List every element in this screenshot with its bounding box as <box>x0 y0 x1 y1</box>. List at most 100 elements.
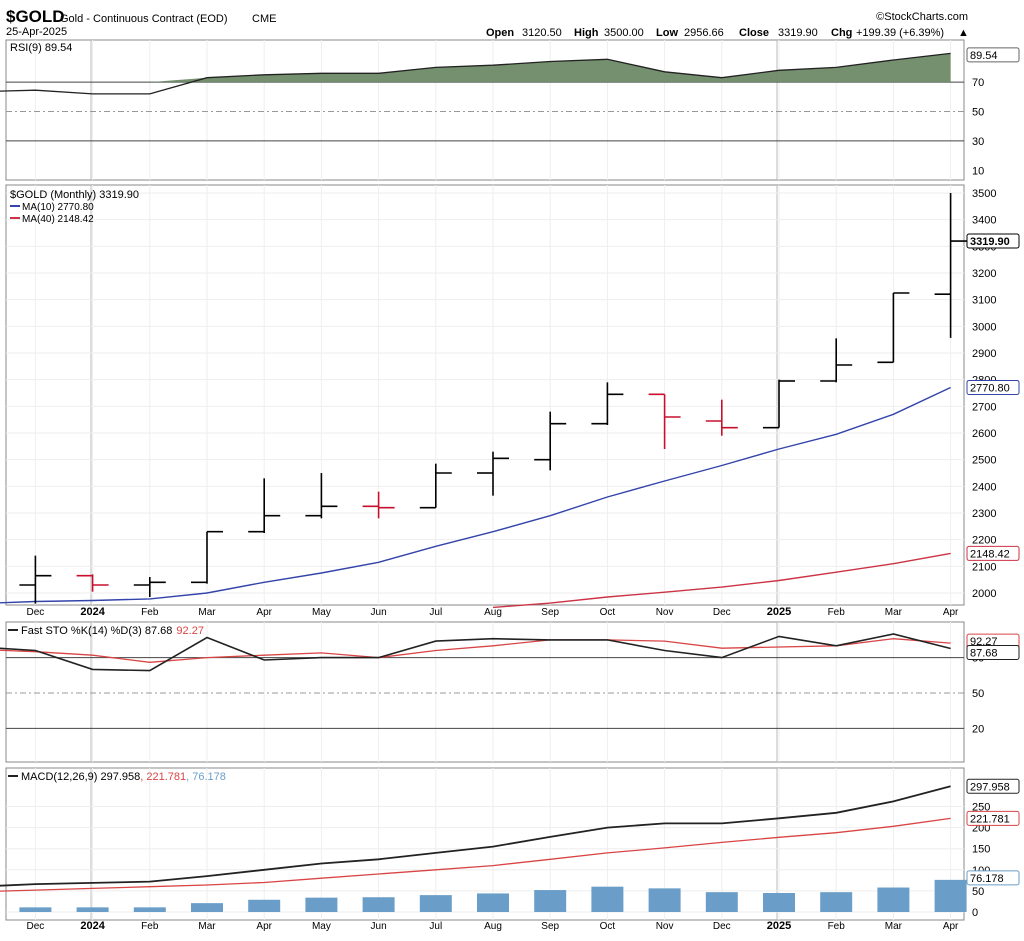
macd-histogram-bar <box>248 899 281 912</box>
ohlc-bar <box>534 411 567 471</box>
month-label: Aug <box>484 921 502 932</box>
macd-panel-frame <box>5 767 965 921</box>
signal-value-label: 221.781 <box>966 810 1020 826</box>
sto-k-legend-value: 87.68 <box>145 625 173 637</box>
macd-value-label-text: 297.958 <box>970 781 1010 793</box>
ohlc-bar <box>591 382 624 425</box>
macd-histogram-bar <box>705 892 738 912</box>
price-tick-label: 2900 <box>972 348 996 360</box>
signal-value-label-box <box>966 810 1020 826</box>
month-label: May <box>312 921 331 932</box>
macd-histogram-bar <box>419 895 452 912</box>
sto-panel-frame <box>5 621 965 763</box>
ohlc-bar <box>19 555 52 604</box>
ohlc-bar <box>763 379 795 429</box>
symbol-title: $GOLD <box>6 7 65 26</box>
month-label: Oct <box>600 921 616 932</box>
high-label: High <box>574 27 599 39</box>
month-label: Feb <box>141 921 159 932</box>
hist-value-label-text: 76.178 <box>970 873 1004 885</box>
ohlc-bar <box>648 393 681 449</box>
low-label: Low <box>656 27 678 39</box>
macd-legend-prefix: MACD(12,26,9) <box>21 771 100 783</box>
signal-legend-value: 221.781 <box>146 771 186 783</box>
ohlc-bar <box>419 463 452 509</box>
rsi-value-label: 89.54 <box>966 47 1020 63</box>
date-label: 25-Apr-2025 <box>6 26 67 38</box>
sto-k-value-label-box <box>966 645 1020 661</box>
ma40-value-label: 2148.42 <box>966 545 1020 561</box>
ohlc-bar <box>248 478 281 533</box>
rsi-tick-label: 70 <box>972 77 984 89</box>
macd-histogram-bar <box>934 879 967 912</box>
signal-value-label-text: 221.781 <box>970 813 1010 825</box>
month-label: Apr <box>256 921 272 932</box>
month-label: Apr <box>943 921 959 932</box>
month-label: Dec <box>27 607 45 618</box>
ohlc-bar <box>877 292 910 364</box>
macd-layer <box>0 785 967 913</box>
header-arrow-icon: ▲ <box>958 27 969 39</box>
ohlc-bar <box>820 338 853 383</box>
sto-k-value-label-text: 87.68 <box>970 648 998 660</box>
rsi-overbought-fill <box>0 53 951 83</box>
ohlc-bar <box>934 193 967 338</box>
price-legend: $GOLD (Monthly) 3319.90 MA(10) 2770.80 M… <box>10 189 139 225</box>
ma10-value-label: 2770.80 <box>966 379 1020 395</box>
month-label: Apr <box>943 607 959 618</box>
macd-signal-line <box>0 817 951 892</box>
rsi-legend: RSI(9) 89.54 <box>10 42 72 54</box>
ohlc-bar <box>362 491 395 519</box>
month-label: Feb <box>828 921 846 932</box>
sto-legend-prefix: Fast STO %K(14) %D(3) <box>21 625 145 637</box>
price-tick-label: 2300 <box>972 508 996 520</box>
sto-legend-text: Fast STO %K(14) %D(3) 87.68 92.27 <box>21 625 204 637</box>
sto-k-value-label: 87.68 <box>966 645 1020 661</box>
month-label: Apr <box>256 607 272 618</box>
month-label: Sep <box>541 607 559 618</box>
macd-histogram-bar <box>820 892 853 912</box>
macd-histogram-bar <box>19 907 52 912</box>
ohlc-bar <box>133 577 166 597</box>
rsi-tick-label: 30 <box>972 136 984 148</box>
ohlc-bar <box>191 530 223 584</box>
open-value: 3120.50 <box>522 27 562 39</box>
sto-legend: Fast STO %K(14) %D(3) 87.68 92.27 <box>8 625 204 637</box>
macd-legend-value: 297.958 <box>100 771 140 783</box>
price-tick-label: 3200 <box>972 268 996 280</box>
macd-histogram-bar <box>362 897 395 912</box>
sto-k-line <box>0 633 951 672</box>
rsi-panel-frame <box>5 39 965 181</box>
macd-histogram-bar <box>877 887 910 912</box>
price-tick-label: 2500 <box>972 455 996 467</box>
macd-tick-label: 150 <box>972 844 990 856</box>
hist-value-label: 76.178 <box>966 870 1020 886</box>
price-tick-label: 2000 <box>972 588 996 600</box>
vertical-gridlines <box>34 40 952 920</box>
month-label: Mar <box>198 607 216 618</box>
macd-histogram-bar <box>534 890 567 912</box>
chg-label: Chg <box>831 27 852 39</box>
month-label: Nov <box>656 921 674 932</box>
month-label: Feb <box>828 607 846 618</box>
macd-value-label: 297.958 <box>966 778 1020 794</box>
rsi-value-label-box <box>966 47 1020 63</box>
macd-tick-label: 50 <box>972 886 984 898</box>
open-label: Open <box>486 27 514 39</box>
price-tick-label: 2700 <box>972 401 996 413</box>
month-label: Dec <box>713 921 731 932</box>
macd-histogram-bar <box>591 886 624 912</box>
month-label: 2025 <box>767 920 791 932</box>
close-value-label: 3319.90 <box>966 233 1020 249</box>
sto-tick-label: 20 <box>972 723 984 735</box>
contract-name: Gold - Continuous Contract (EOD) <box>60 13 228 25</box>
ma40-value-label-text: 2148.42 <box>970 548 1010 560</box>
brand-label: ©StockCharts.com <box>876 11 968 23</box>
month-label: Feb <box>141 607 159 618</box>
macd-tick-label: 250 <box>972 802 990 814</box>
macd-legend: MACD(12,26,9) 297.958, 221.781, 76.178 <box>8 771 226 783</box>
month-label: Jun <box>371 607 387 618</box>
rsi-value-label-text: 89.54 <box>970 50 998 62</box>
macd-histogram-bar <box>648 888 681 912</box>
